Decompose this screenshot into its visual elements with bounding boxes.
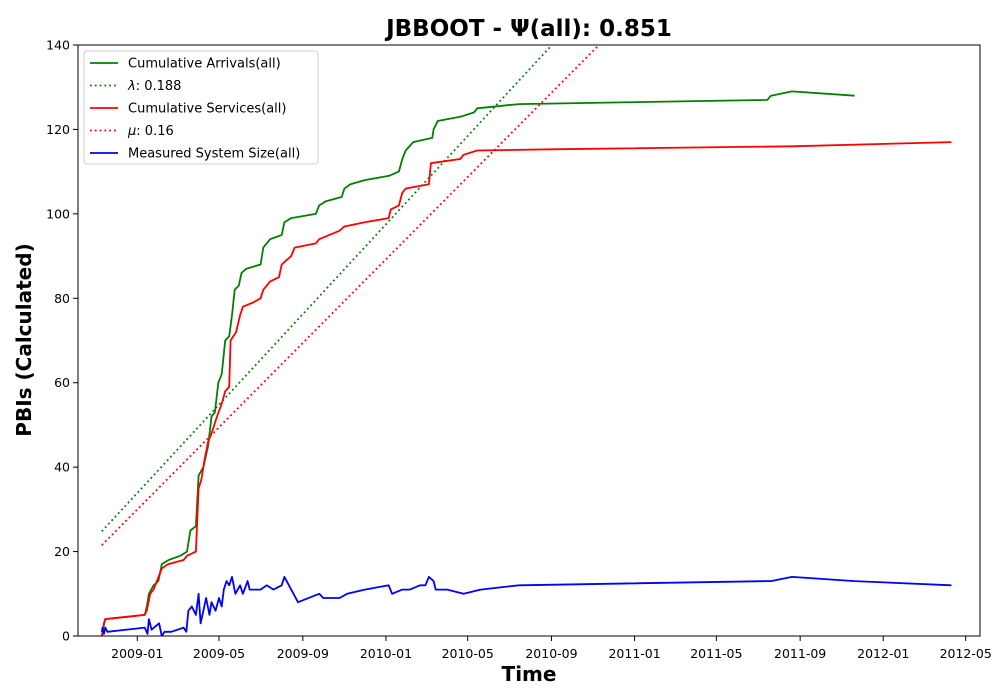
plot-lines <box>100 45 952 636</box>
legend-label: Cumulative Services(all) <box>128 102 286 117</box>
y-axis-label: PBIs (Calculated) <box>12 243 36 436</box>
y-tick-label: 120 <box>46 122 70 137</box>
legend-label: Measured System Size(all) <box>128 147 300 162</box>
y-tick-label: 60 <box>54 375 70 390</box>
x-tick-label: 2009-01 <box>111 646 163 661</box>
x-tick-label: 2011-01 <box>608 646 660 661</box>
x-tick-label: 2009-05 <box>193 646 245 661</box>
x-tick-label: 2010-01 <box>360 646 412 661</box>
legend-box <box>83 50 319 165</box>
y-tick-label: 100 <box>46 206 70 221</box>
x-tick-label: 2011-09 <box>774 646 826 661</box>
x-tick-label: 2010-05 <box>442 646 494 661</box>
legend-label: μ: 0.16 <box>127 124 174 139</box>
series-line-4 <box>100 576 952 636</box>
y-tick-label: 80 <box>54 291 70 306</box>
series-line-0 <box>100 90 855 633</box>
y-tick-label: 40 <box>54 460 70 475</box>
legend-label: λ: 0.188 <box>127 79 181 94</box>
series-line-1 <box>101 45 554 532</box>
chart-title: JBBOOT - Ψ(all): 0.851 <box>384 16 672 42</box>
x-tick-label: 2012-01 <box>857 646 909 661</box>
x-tick-label: 2011-05 <box>690 646 742 661</box>
y-tick-label: 140 <box>46 38 70 53</box>
y-axis-ticks: 0 20 40 60 80 100 120 140 <box>46 38 78 644</box>
plot-frame <box>77 44 981 637</box>
y-tick-label: 20 <box>54 544 70 559</box>
x-axis-ticks: 2009-01 2009-05 2009-09 2010-01 2010-05 2010-… <box>111 636 992 661</box>
y-tick-label: 0 <box>62 629 70 644</box>
x-tick-label: 2010-09 <box>525 646 577 661</box>
x-tick-label: 2009-09 <box>277 646 329 661</box>
x-axis-label: Time <box>502 662 557 686</box>
legend-label: Cumulative Arrivals(all) <box>128 57 281 72</box>
legend: Cumulative Arrivals(all) λ: 0.188 Cumulati… <box>83 50 319 165</box>
series-line-2 <box>100 141 952 636</box>
x-tick-label: 2012-05 <box>940 646 992 661</box>
